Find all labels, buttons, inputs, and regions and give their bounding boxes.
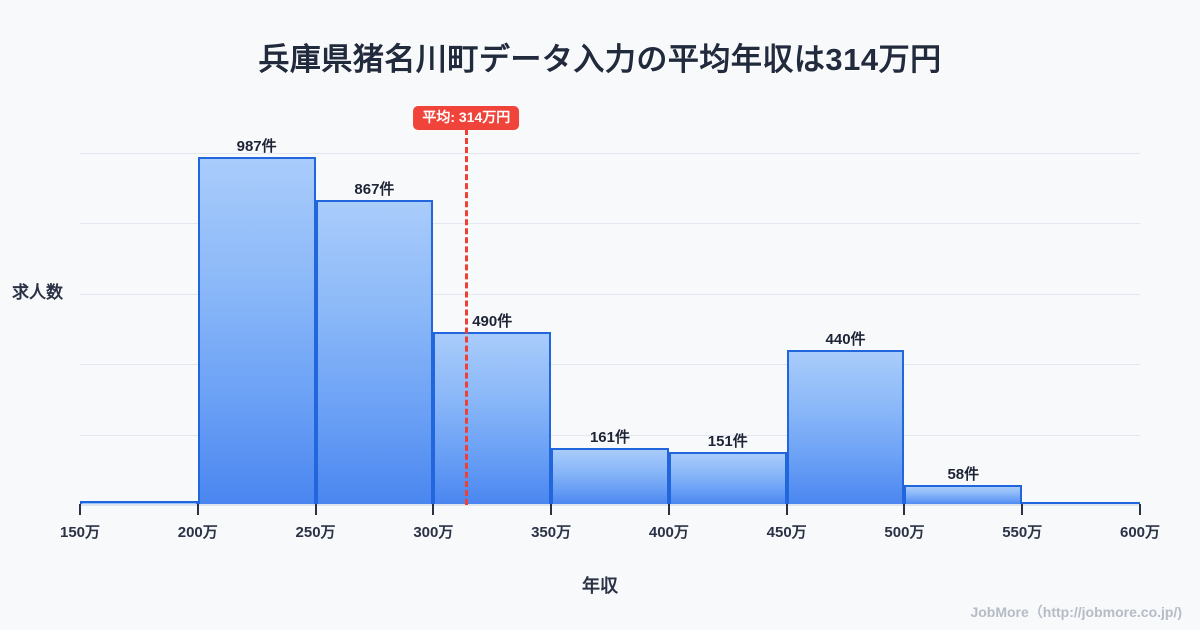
page-title: 兵庫県猪名川町データ入力の平均年収は314万円 <box>258 42 942 77</box>
x-axis-tick <box>314 504 317 515</box>
x-axis-tick-label: 500万 <box>884 524 925 541</box>
bar <box>197 157 316 505</box>
bar <box>904 484 1023 505</box>
x-axis-tick <box>79 504 81 515</box>
bar-value-label: 58件 <box>947 465 980 483</box>
x-axis-tick <box>432 504 435 515</box>
bar-value-label: 151件 <box>707 432 748 450</box>
gridline <box>80 223 1140 225</box>
bar <box>668 451 787 505</box>
bar-value-label: 867件 <box>354 180 395 198</box>
bar <box>1022 502 1140 505</box>
bar <box>315 199 434 505</box>
x-axis-tick-label: 550万 <box>1002 524 1043 541</box>
footer-credit: JobMore（http://jobmore.co.jp/) <box>970 604 1182 620</box>
bar-value-label: 987件 <box>236 138 277 156</box>
x-axis-tick <box>1139 504 1141 515</box>
x-axis-tick-label: 450万 <box>766 524 807 541</box>
bar-value-label: 161件 <box>589 429 630 447</box>
x-axis-tick <box>667 504 670 515</box>
x-axis-tick <box>903 504 906 515</box>
x-axis-tick-label: 250万 <box>295 524 336 541</box>
gridline <box>80 364 1140 366</box>
x-axis-tick-label: 150万 <box>59 524 101 541</box>
mean-line <box>465 129 469 505</box>
bar <box>551 448 669 505</box>
bar <box>786 350 905 505</box>
x-axis-tick-label: 300万 <box>413 524 454 541</box>
x-axis-tick <box>785 504 788 515</box>
bar <box>80 501 198 505</box>
y-axis-title: 求人数 <box>12 283 63 302</box>
mean-badge: 平均: 314万円 <box>413 106 520 131</box>
x-axis-baseline <box>80 504 1141 506</box>
x-axis-tick <box>1021 504 1024 515</box>
x-axis-tick-label: 350万 <box>531 524 572 541</box>
x-axis-tick-label: 200万 <box>177 524 218 541</box>
bar-value-label: 440件 <box>825 331 866 349</box>
x-axis-tick-label: 600万 <box>1119 524 1161 541</box>
bar <box>433 332 552 505</box>
x-axis-title: 年収 <box>582 576 618 596</box>
x-axis-tick <box>196 504 199 515</box>
bar-value-label: 490件 <box>472 313 513 331</box>
gridline <box>80 152 1140 154</box>
x-axis-tick-label: 400万 <box>648 524 689 541</box>
gridline <box>80 434 1140 436</box>
x-axis-tick <box>550 504 553 515</box>
gridline <box>80 293 1140 295</box>
plot-area: 987件 867件 490件 161件 151件 440件 58件 <box>80 100 1140 505</box>
